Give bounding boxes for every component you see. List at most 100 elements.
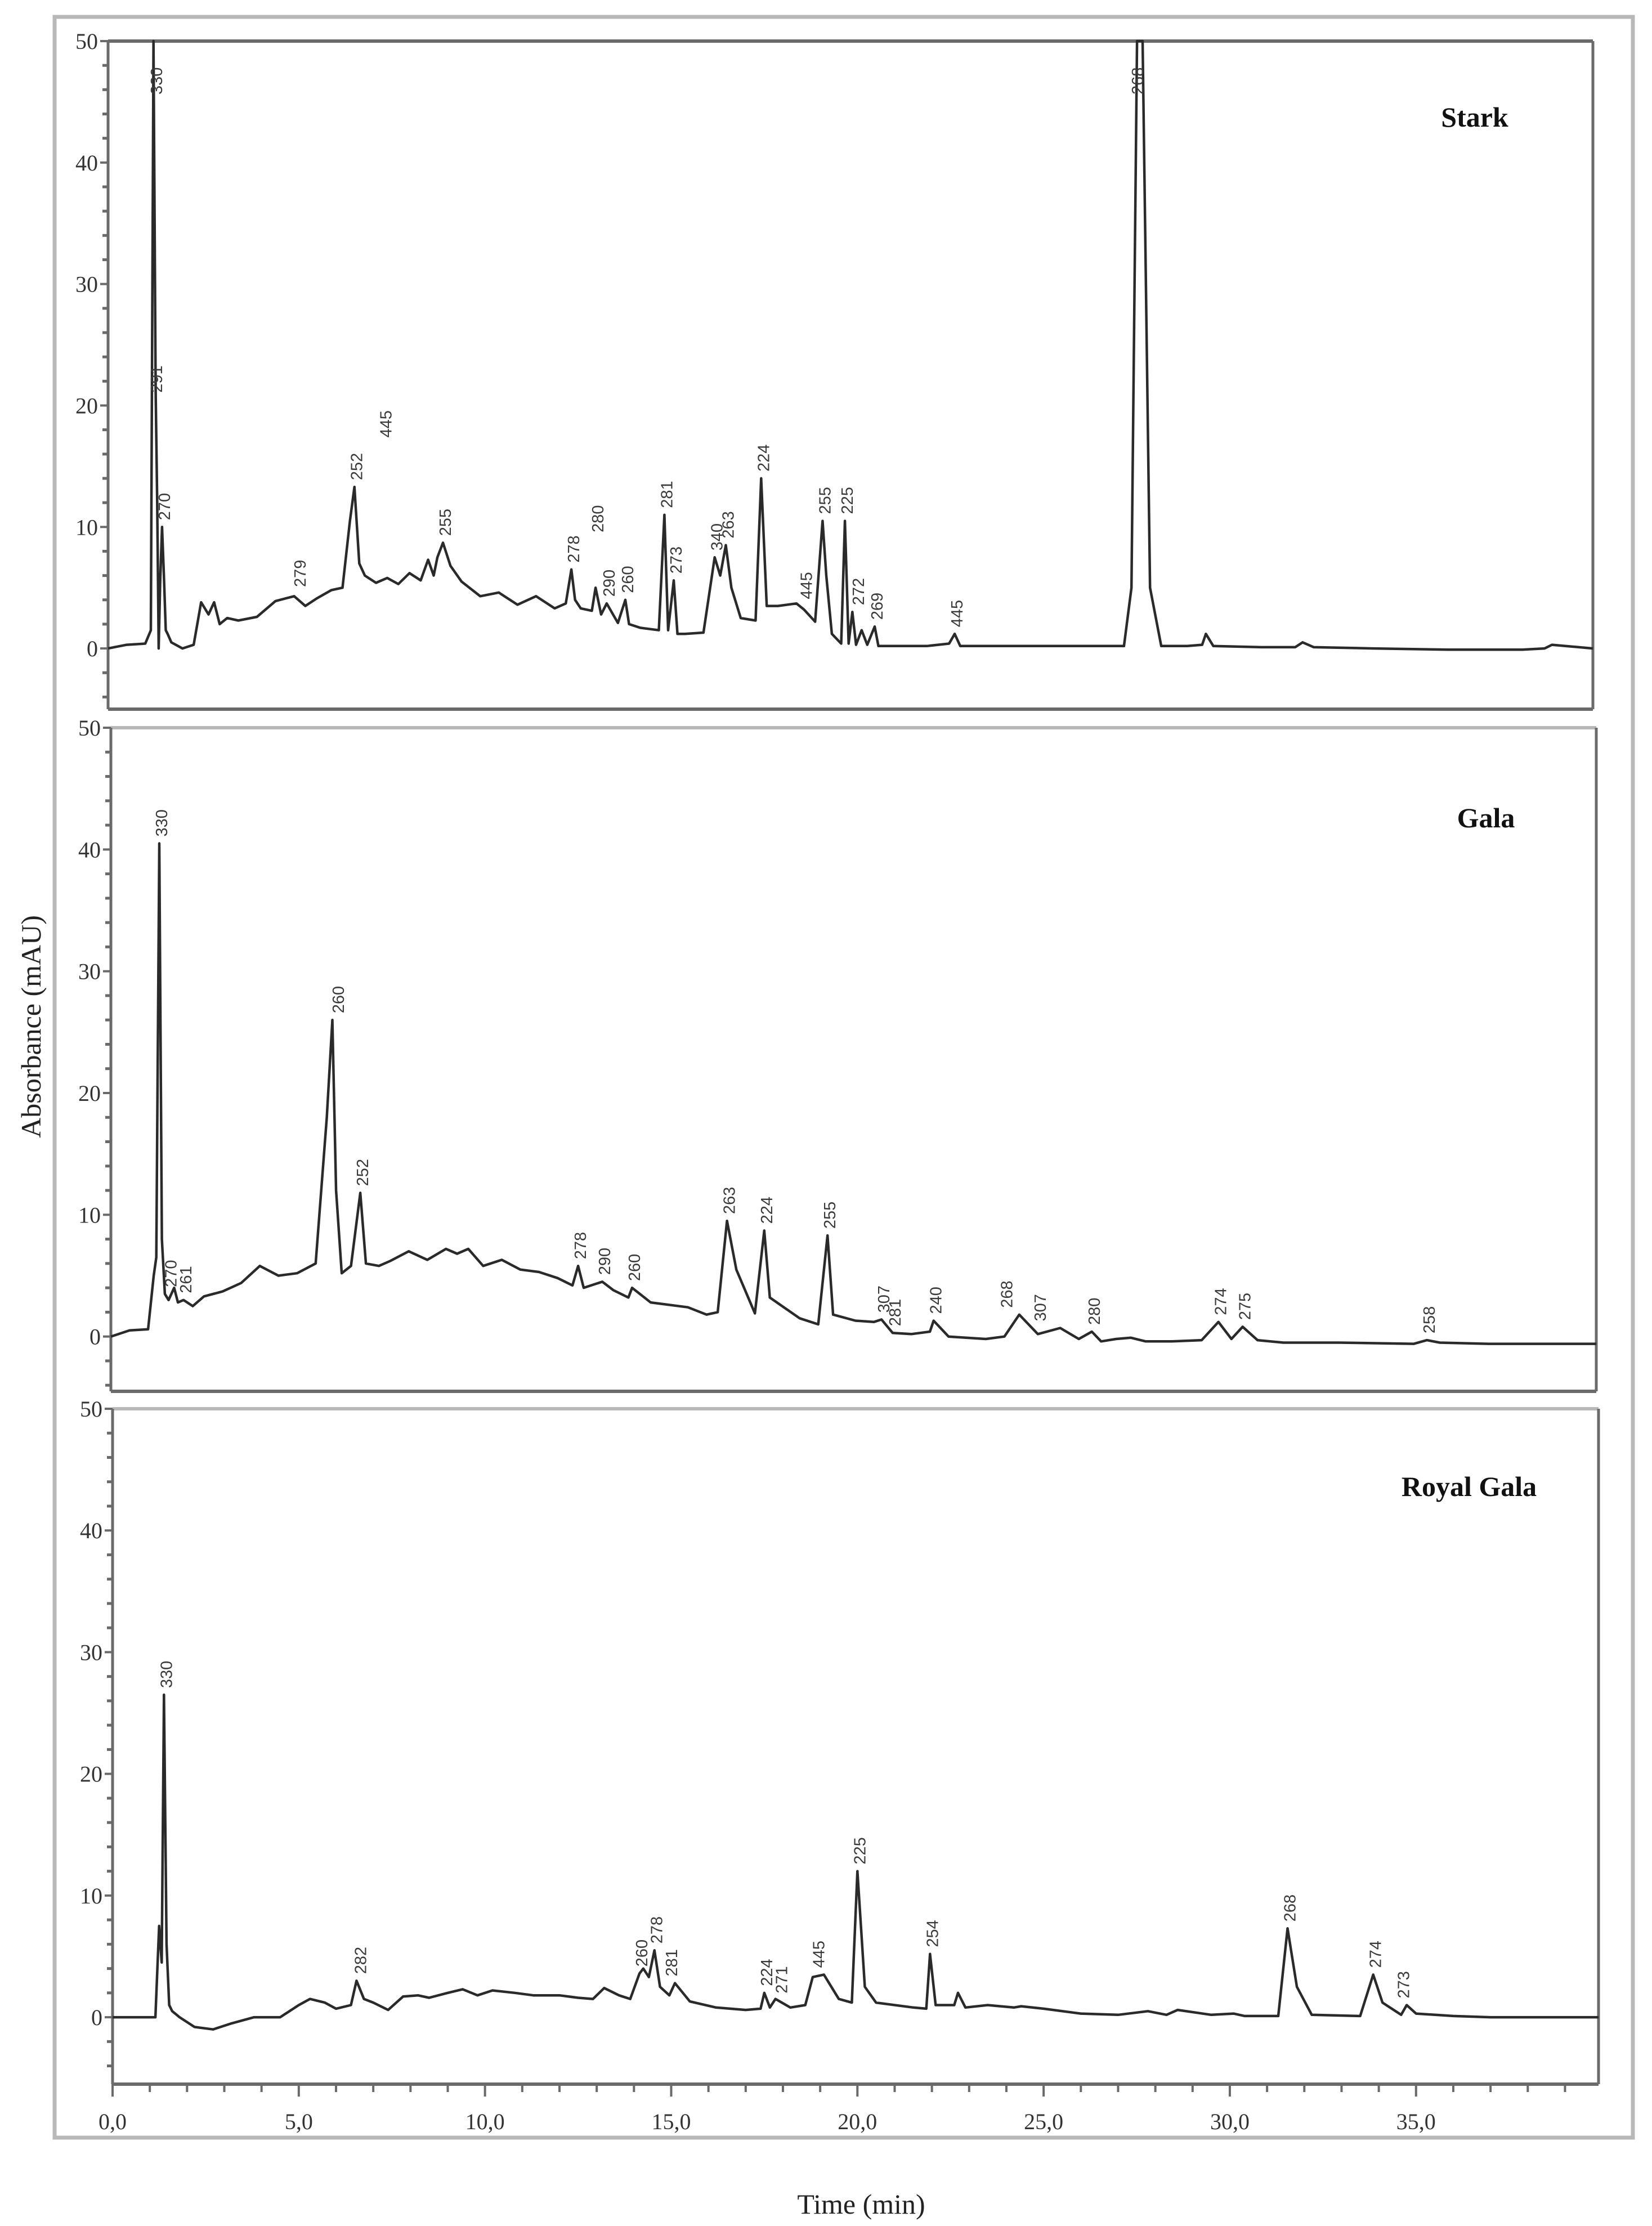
y-axis-ticks: 0 10 20 30 40 50: [75, 29, 108, 698]
peak-label: 255: [816, 487, 834, 514]
peak-label: 274: [1212, 1288, 1230, 1315]
y-tick-label: 10: [78, 1202, 101, 1228]
y-tick-label: 10: [80, 1883, 102, 1909]
x-tick-label: 5,0: [285, 2109, 313, 2134]
peak-label: 279: [292, 560, 310, 587]
peak-label: 340: [709, 523, 727, 550]
peak-label: 268: [998, 1280, 1016, 1307]
chart-panels: 0 10 20 30 40 50 330 291 270 279 252 445 255 278 280 29…: [75, 29, 1600, 2134]
peak-label: 273: [1395, 1971, 1413, 1998]
peak-label: 271: [773, 1966, 791, 1993]
peak-label: 281: [663, 1949, 681, 1976]
peak-label: 254: [924, 1920, 942, 1947]
peak-label: 272: [850, 578, 868, 605]
peak-label: 274: [1367, 1941, 1385, 1968]
panel-title: Stark: [1441, 101, 1508, 133]
peak-label: 290: [601, 570, 619, 597]
peak-label: 281: [658, 481, 676, 508]
peak-label: 255: [437, 509, 455, 536]
peak-label: 269: [868, 593, 887, 620]
peak-label: 291: [148, 365, 166, 392]
peak-label: 445: [811, 1941, 829, 1968]
y-tick-label: 20: [80, 1762, 102, 1787]
y-tick-label: 30: [80, 1640, 102, 1665]
peak-label: 263: [720, 511, 738, 538]
y-tick-label: 0: [87, 636, 98, 661]
y-tick-label: 0: [89, 1324, 101, 1350]
x-tick-label: 25,0: [1024, 2109, 1063, 2134]
peak-label: 263: [721, 1187, 739, 1214]
peak-label: 330: [153, 809, 171, 836]
peak-annotations: 330 291 270 279 252 445 255 278 280 290 260 281 273 3…: [148, 68, 1147, 628]
peak-label: 260: [626, 1254, 644, 1281]
x-axis-title: Time (min): [797, 2188, 925, 2220]
x-tick-label: 15,0: [651, 2109, 691, 2134]
peak-label: 278: [572, 1232, 590, 1259]
peak-label: 278: [565, 535, 583, 562]
peak-label: 281: [887, 1299, 905, 1326]
peak-label: 260: [633, 1940, 651, 1967]
y-tick-label: 50: [75, 29, 98, 54]
panel-title: Royal Gala: [1402, 1471, 1537, 1502]
peak-label: 260: [330, 986, 348, 1013]
y-tick-label: 30: [78, 959, 101, 984]
y-axis-ticks: 0 10 20 30 40 50: [78, 715, 111, 1387]
peak-label: 224: [755, 445, 773, 472]
panel-stark: 0 10 20 30 40 50 330 291 270 279 252 445 255 278 280 29…: [75, 29, 1595, 711]
y-tick-label: 20: [75, 393, 98, 418]
y-tick-label: 50: [78, 715, 101, 741]
peak-label: 273: [668, 547, 686, 574]
peak-label: 224: [758, 1959, 776, 1986]
peak-label: 278: [648, 1916, 666, 1943]
peak-label: 270: [156, 493, 174, 520]
peak-label: 307: [875, 1286, 893, 1313]
peak-label: 252: [348, 453, 366, 480]
chromatogram-trace: [108, 39, 1593, 651]
panel-title: Gala: [1457, 802, 1515, 834]
x-tick-label: 35,0: [1396, 2109, 1436, 2134]
peak-label: 307: [1032, 1294, 1050, 1321]
peak-label: 280: [1086, 1298, 1104, 1325]
y-tick-label: 40: [75, 150, 98, 176]
x-axis-ticks: 0,0 5,0 10,0 15,0 20,0 25,0 30,0 35,0: [99, 2084, 1566, 2134]
peak-label: 268: [1129, 68, 1147, 95]
peak-label: 330: [158, 1661, 176, 1688]
peak-label: 282: [352, 1947, 370, 1974]
peak-label: 270: [163, 1260, 181, 1287]
panel-royal-gala: 0 10 20 30 40 50 0,0 5,0 10,0 15,0 20,0 25,0 30,0 35,…: [80, 1396, 1600, 2134]
y-tick-label: 10: [75, 514, 98, 540]
y-tick-label: 30: [75, 272, 98, 297]
peak-label: 260: [619, 566, 637, 593]
y-tick-label: 0: [91, 2005, 102, 2030]
y-tick-label: 50: [80, 1396, 102, 1422]
peak-label: 252: [354, 1159, 372, 1186]
peak-label: 261: [177, 1266, 195, 1293]
peak-label: 225: [851, 1837, 869, 1864]
outer-frame: [52, 15, 1635, 2140]
peak-label: 445: [798, 572, 816, 599]
x-tick-label: 10,0: [465, 2109, 505, 2134]
peak-label: 268: [1282, 1894, 1300, 1922]
y-axis-title: Absorbance (mAU): [15, 915, 47, 1138]
peak-label: 275: [1237, 1293, 1255, 1320]
x-tick-label: 30,0: [1210, 2109, 1250, 2134]
peak-label: 255: [821, 1202, 839, 1229]
peak-label: 258: [1421, 1306, 1439, 1333]
y-tick-label: 40: [80, 1518, 102, 1543]
y-axis-ticks: 0 10 20 30 40 50: [80, 1396, 113, 2068]
x-tick-label: 0,0: [99, 2109, 127, 2134]
peak-label: 225: [839, 487, 857, 514]
peak-label: 224: [758, 1197, 776, 1224]
peak-label: 330: [148, 68, 166, 95]
chromatogram-trace: [113, 1693, 1599, 2031]
peak-label: 240: [928, 1287, 946, 1314]
peak-label: 445: [377, 410, 395, 437]
chromatogram-trace: [110, 842, 1596, 1345]
peak-label: 280: [589, 505, 607, 532]
y-tick-label: 40: [78, 837, 101, 862]
x-tick-label: 20,0: [838, 2109, 877, 2134]
